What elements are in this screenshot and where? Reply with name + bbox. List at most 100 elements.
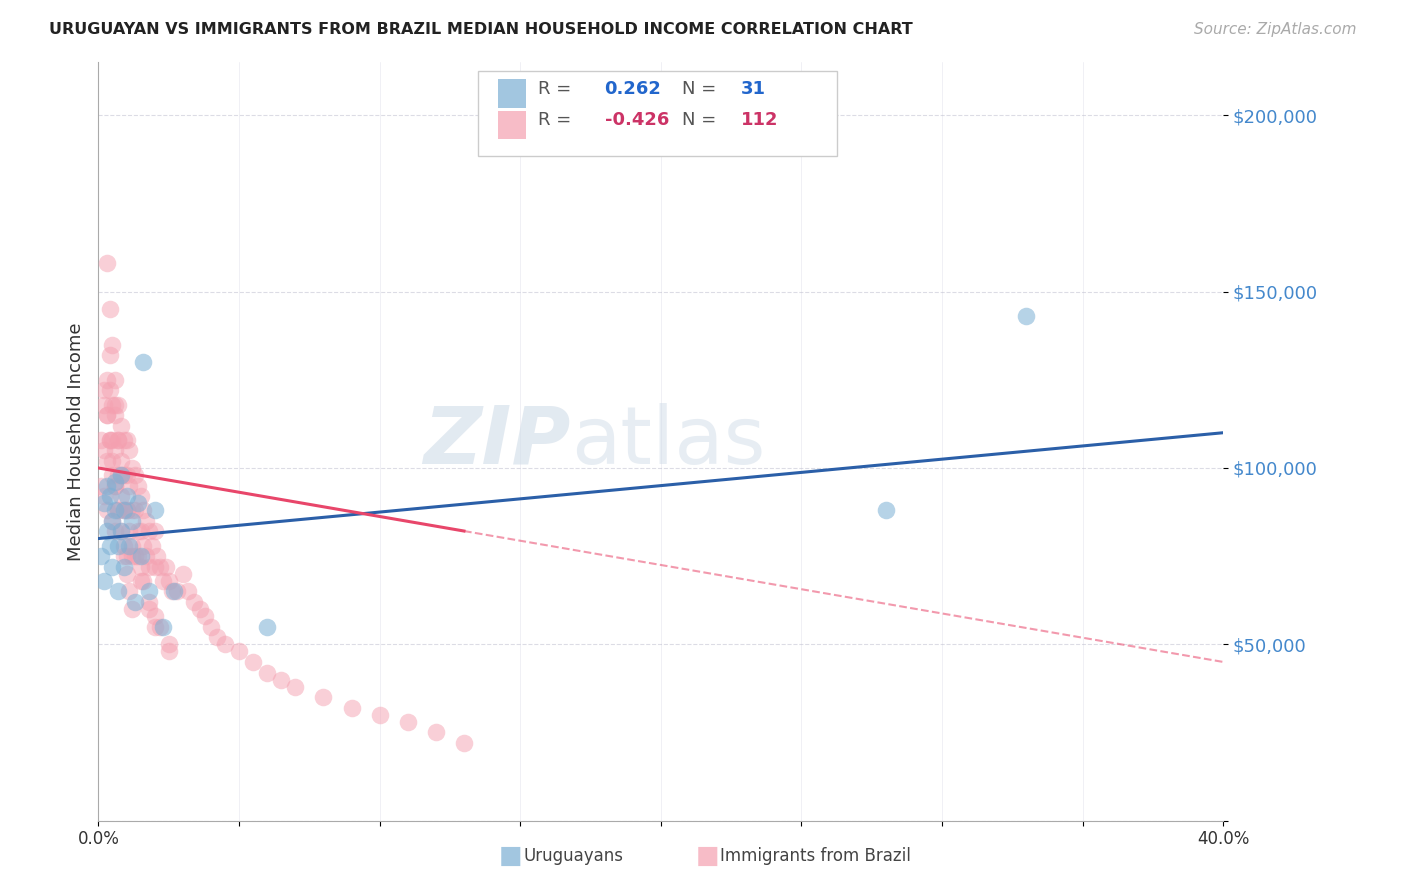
Point (101, 559, 124, 574)
Point (112, 503, 135, 517)
Point (93, 384, 115, 398)
Point (98, 539, 121, 553)
Point (101, 514, 124, 528)
Point (155, 559, 177, 574)
Point (98, 384, 121, 398)
Point (110, 468, 132, 483)
Point (152, 574, 174, 588)
Point (118, 524, 141, 539)
Point (425, 725, 447, 739)
Point (205, 630, 228, 644)
Point (143, 524, 166, 539)
Point (127, 496, 149, 510)
Point (107, 433, 129, 447)
Point (132, 539, 155, 553)
Point (96, 524, 118, 539)
Point (110, 468, 132, 483)
Point (121, 549, 143, 563)
Point (183, 595, 205, 609)
Point (110, 524, 132, 539)
Point (146, 549, 169, 563)
Point (90, 433, 112, 447)
Point (129, 574, 152, 588)
Point (157, 637, 180, 651)
Point (115, 468, 138, 483)
Point (340, 700, 363, 714)
Point (96, 503, 118, 517)
Point (96, 256, 118, 270)
Point (152, 620, 174, 634)
Point (875, 503, 897, 517)
Text: 0.262: 0.262 (605, 80, 661, 98)
Text: Source: ZipAtlas.com: Source: ZipAtlas.com (1194, 22, 1357, 37)
Point (121, 539, 143, 553)
Text: Uruguayans: Uruguayans (523, 847, 623, 865)
Point (312, 690, 335, 705)
Point (143, 503, 166, 517)
Text: R =: R = (538, 112, 572, 129)
Point (96, 478, 118, 492)
Point (141, 539, 163, 553)
Point (96, 454, 118, 468)
Point (121, 503, 143, 517)
Point (115, 549, 138, 563)
Point (107, 433, 129, 447)
Point (1015, 310, 1038, 324)
Point (129, 524, 152, 539)
Point (101, 468, 124, 483)
Point (121, 514, 143, 528)
Point (110, 524, 132, 539)
Point (132, 355, 155, 369)
Point (129, 549, 152, 563)
Point (143, 609, 166, 624)
Point (104, 397, 127, 411)
Point (101, 514, 124, 528)
Point (194, 609, 217, 624)
Text: N =: N = (682, 112, 716, 129)
Point (112, 503, 135, 517)
Point (138, 524, 160, 539)
Point (104, 478, 127, 492)
Point (121, 602, 143, 616)
Point (104, 524, 127, 539)
Point (157, 644, 180, 658)
Point (107, 503, 129, 517)
Point (93, 443, 115, 458)
Point (127, 478, 149, 492)
Point (112, 549, 135, 563)
Point (177, 584, 200, 599)
Point (104, 475, 127, 489)
Point (96, 373, 118, 387)
Point (112, 559, 135, 574)
Point (149, 559, 172, 574)
Text: -0.426: -0.426 (605, 112, 669, 129)
Point (129, 489, 152, 503)
Point (98, 433, 121, 447)
Point (101, 397, 124, 411)
Point (104, 408, 127, 422)
Point (172, 566, 194, 581)
Point (188, 602, 211, 616)
Point (118, 539, 141, 553)
Point (107, 584, 129, 599)
Point (138, 602, 160, 616)
Point (115, 489, 138, 503)
Point (112, 468, 135, 483)
Point (124, 595, 146, 609)
Point (96, 408, 118, 422)
Point (138, 559, 160, 574)
Point (104, 443, 127, 458)
Text: R =: R = (538, 80, 572, 98)
Point (453, 736, 475, 750)
Point (115, 503, 138, 517)
Point (115, 433, 138, 447)
Point (104, 478, 127, 492)
Point (242, 655, 264, 669)
Text: ■: ■ (499, 845, 523, 868)
Point (104, 503, 127, 517)
Point (132, 574, 155, 588)
Text: 31: 31 (741, 80, 766, 98)
Point (256, 620, 278, 634)
Point (166, 584, 188, 599)
Text: ZIP: ZIP (423, 402, 571, 481)
